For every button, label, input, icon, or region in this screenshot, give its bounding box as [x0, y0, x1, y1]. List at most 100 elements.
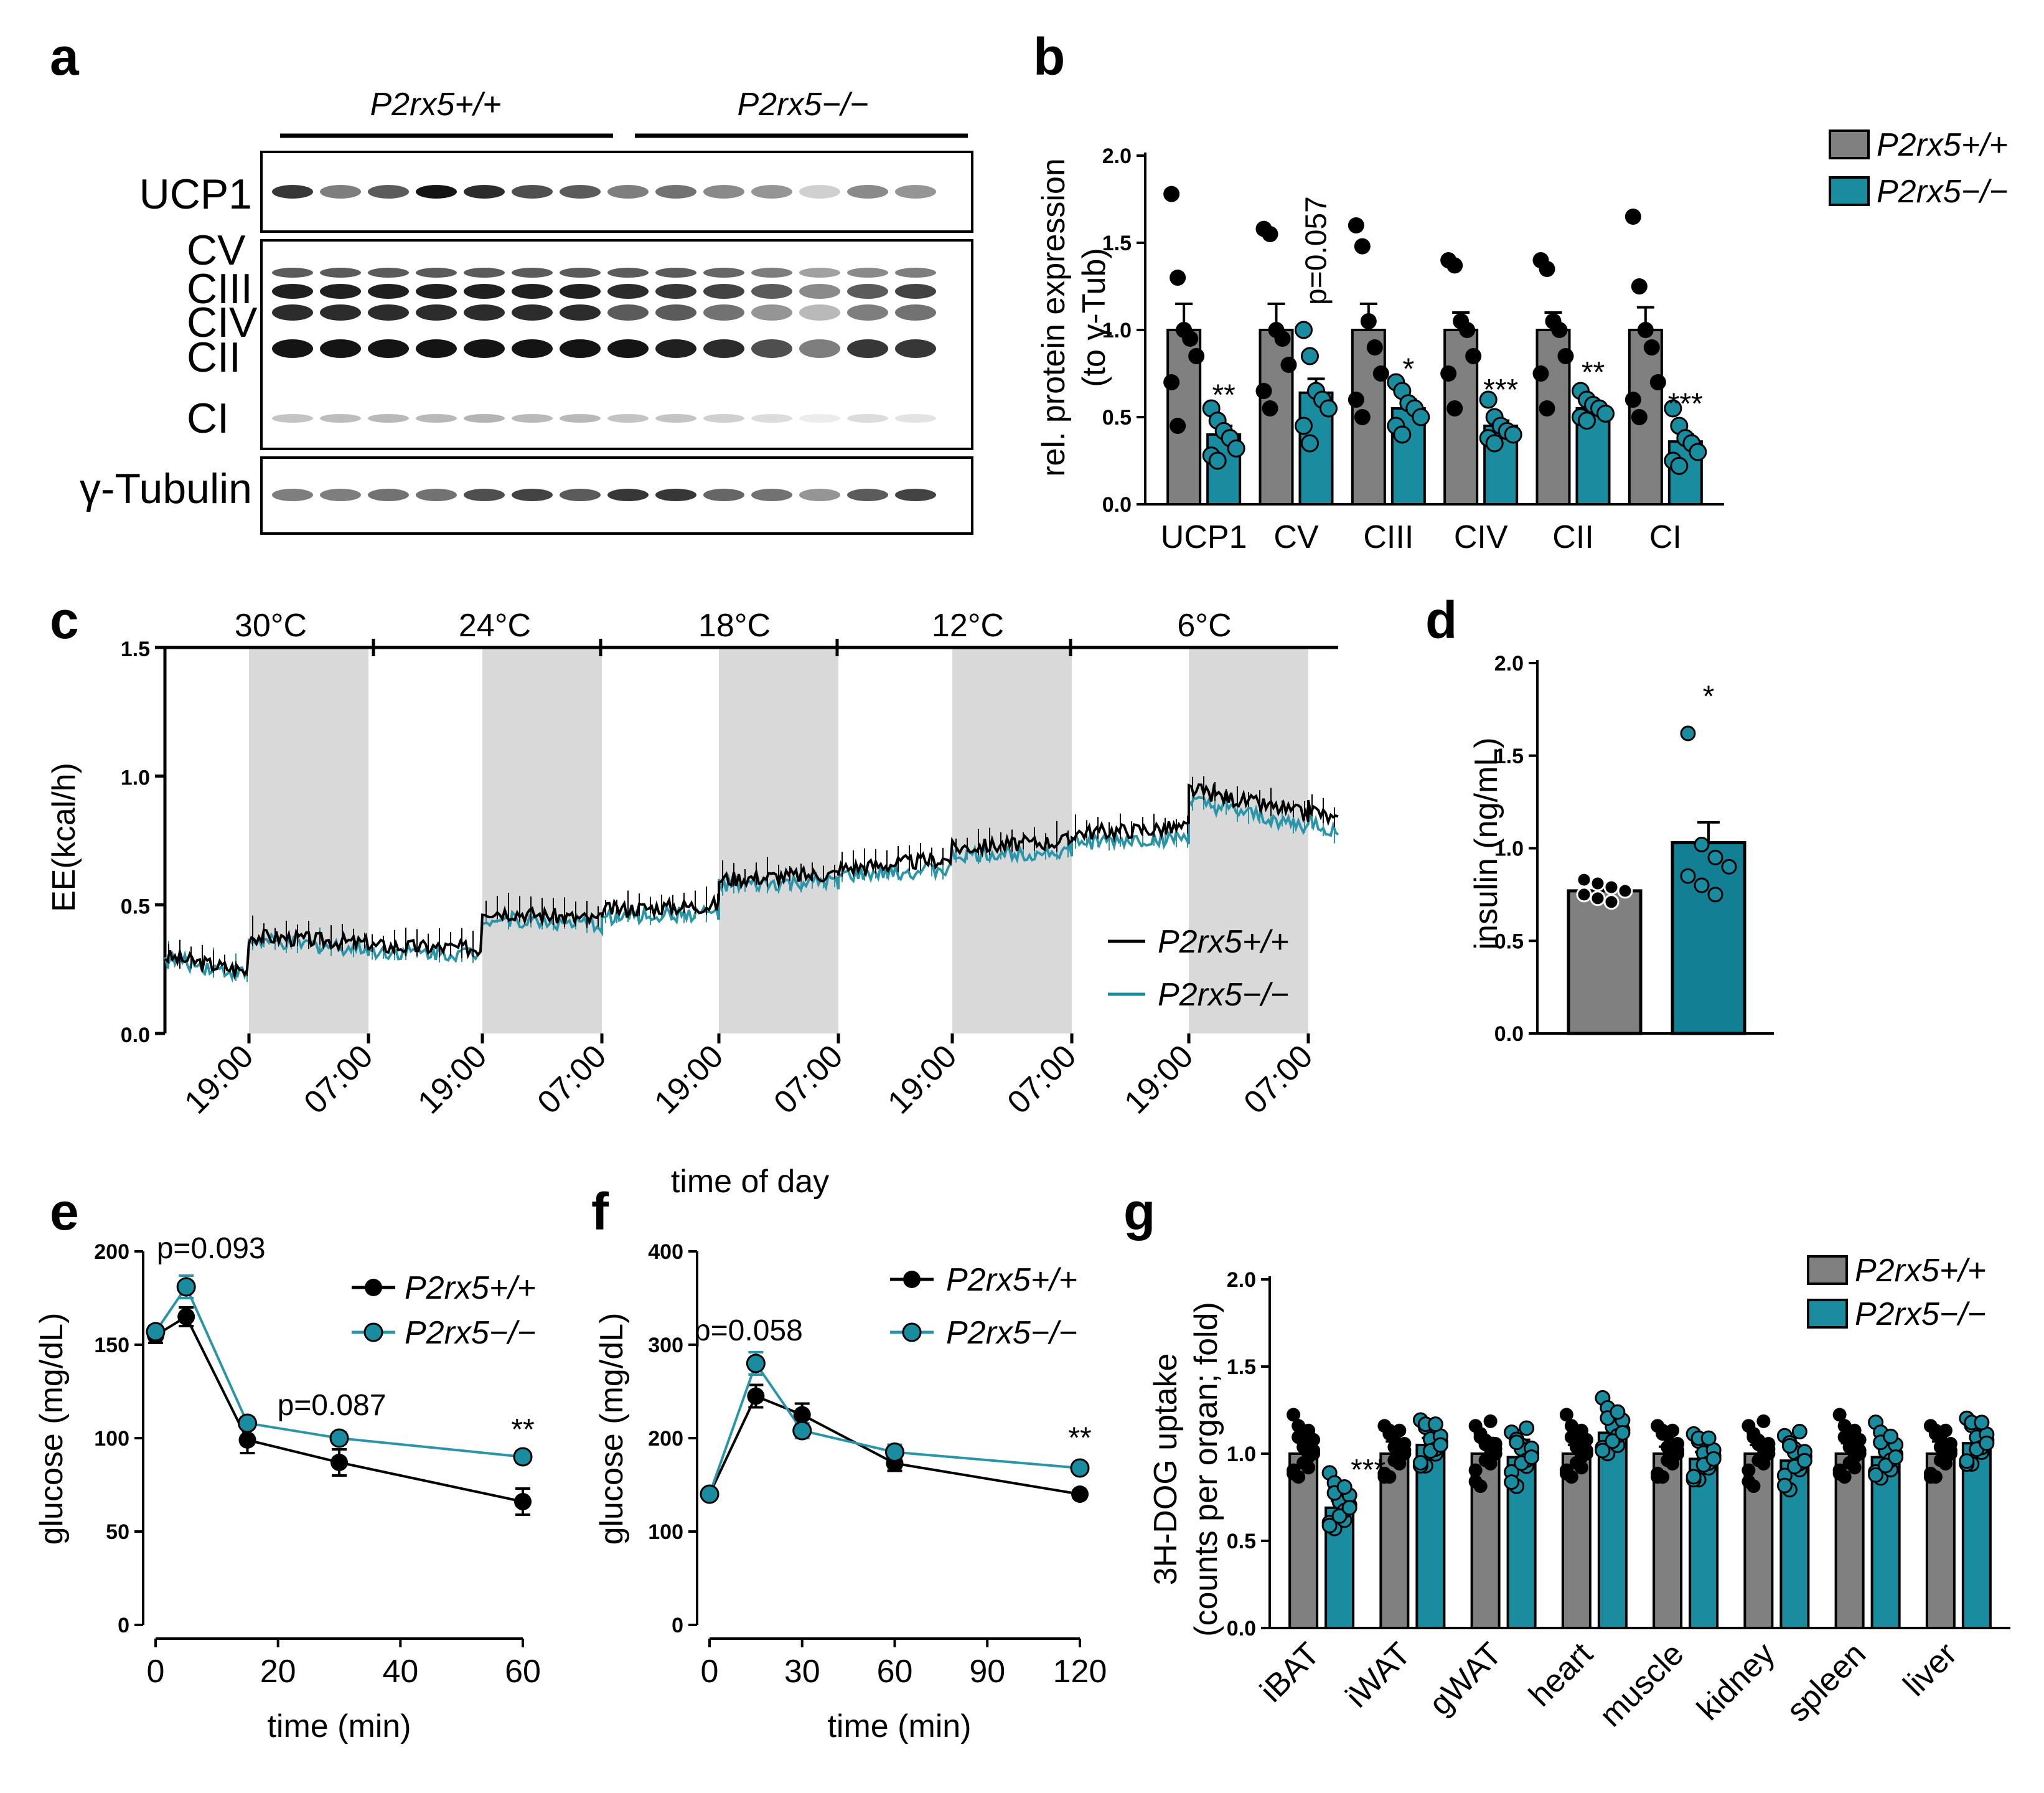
data-point [1888, 1449, 1904, 1466]
x-category-label: CIII [1363, 519, 1413, 555]
data-point [1776, 1477, 1793, 1494]
data-point [1468, 1474, 1483, 1489]
blot-band-ucp1 [655, 185, 696, 199]
data-point [1301, 347, 1319, 365]
g-legend-swatch-wt [1807, 1255, 1848, 1285]
blot-bands [272, 185, 936, 501]
data-point [1504, 1474, 1520, 1490]
data-point [1721, 859, 1737, 875]
data-point [1617, 883, 1633, 899]
x-tick-label: 19:00 [177, 1038, 260, 1121]
data-point [1509, 1434, 1525, 1451]
x-tick-label: 19:00 [1117, 1038, 1200, 1121]
b-annotation: *** [1483, 374, 1518, 407]
x-category-label: CII [1552, 519, 1593, 555]
y-tick-label: 300 [648, 1334, 683, 1357]
blot-band-civ [751, 304, 792, 321]
blot-band-ciii [464, 284, 505, 299]
data-point [1524, 1449, 1540, 1466]
data-point [1651, 1466, 1665, 1480]
blot-band-ciii [751, 284, 792, 299]
y-tick-label: 1.5 [1227, 1355, 1256, 1379]
data-point [1742, 1474, 1756, 1489]
data-point [1664, 399, 1682, 418]
panel-e-marks: 0 50 100 150 200 0 20 40 60 p=0.093 p=0.087 ** [94, 1232, 541, 1690]
data-point [1163, 374, 1180, 390]
blot-band-ciii [320, 284, 361, 299]
y-tick-label: 2.0 [1102, 144, 1132, 168]
x-category-label: CI [1649, 519, 1682, 555]
data-point [1707, 849, 1723, 865]
f-legend-ko: P2rx5−/− [946, 1315, 1077, 1351]
data-point [1465, 348, 1482, 364]
blot-band-civ [895, 304, 936, 321]
blot-band-cii [703, 339, 744, 358]
data-point [1479, 390, 1498, 409]
y-tick-label: 400 [648, 1240, 683, 1264]
data-point [1341, 1500, 1357, 1516]
blot-band-tubulin [272, 489, 313, 501]
data-point [1974, 1414, 1990, 1431]
blot-band-civ [464, 304, 505, 321]
x-tick-label: 07:00 [1237, 1038, 1320, 1121]
blot-band-civ [560, 304, 601, 321]
blot-band-ucp1 [416, 185, 457, 199]
data-point [1377, 1466, 1392, 1480]
data-point [1320, 399, 1338, 418]
data-point [1590, 875, 1606, 892]
temperature-label: 30°C [235, 608, 307, 644]
b-ylabel-2: (to γ-Tub) [1076, 248, 1112, 387]
y-tick-label: 0 [672, 1614, 683, 1637]
data-point [1559, 1466, 1573, 1480]
blot-band-tubulin [607, 489, 649, 501]
f-legend-marker-wt [903, 1271, 921, 1288]
blot-band-cv [416, 268, 457, 278]
blot-label-tubulin: γ-Tubulin [80, 465, 252, 512]
blot-band-cv [799, 268, 840, 278]
blot-label-cv: CV [187, 227, 246, 274]
data-point [1574, 1423, 1588, 1438]
blot-band-civ [847, 304, 888, 321]
g-ylabel-2: (counts per organ; fold) [1188, 1302, 1224, 1637]
f-annotation: ** [1068, 1422, 1091, 1455]
blot-band-ucp1 [607, 185, 649, 199]
data-point [1938, 1423, 1953, 1438]
data-point [329, 1428, 349, 1448]
blot-band-ciii [560, 284, 601, 299]
y-tick-label: 0 [118, 1614, 129, 1637]
blot-band-cv [512, 268, 553, 278]
data-point [177, 1308, 195, 1325]
data-point [1847, 1423, 1862, 1438]
data-point [1700, 1430, 1717, 1446]
data-point [1170, 270, 1186, 286]
blot-band-ci [320, 414, 361, 423]
data-point [1751, 1453, 1766, 1467]
y-tick-label: 2.0 [1227, 1268, 1256, 1292]
data-point [1301, 434, 1319, 453]
y-tick-label: 0.0 [1102, 493, 1132, 517]
blot-band-ucp1 [751, 185, 792, 199]
y-tick-label: 1.0 [1227, 1442, 1256, 1466]
data-point [1280, 357, 1297, 373]
e-xlabel: time (min) [267, 1708, 411, 1744]
x-category-label: heart [1522, 1635, 1600, 1713]
data-point [1631, 409, 1648, 425]
panel-c-letter: c [50, 591, 79, 649]
x-tick-label: 07:00 [297, 1038, 380, 1121]
data-point [1756, 1414, 1771, 1428]
data-point [1397, 1447, 1412, 1461]
x-tick-label: 30 [784, 1654, 820, 1690]
data-point [1680, 868, 1696, 884]
data-point [1666, 1423, 1680, 1438]
data-point [1878, 1457, 1894, 1474]
data-point [331, 1454, 348, 1471]
x-category-label: CV [1273, 519, 1319, 555]
temperature-label: 12°C [932, 608, 1004, 644]
data-point [1427, 1416, 1443, 1433]
blot-band-cv [751, 268, 792, 278]
data-point [1656, 1423, 1670, 1438]
f-annotation: p=0.058 [694, 1314, 803, 1347]
blot-band-ciii [799, 284, 840, 299]
panel-c: c 30°C 24°C 18°C 12°C 6°C 0.0 0.5 1.0 1.5 19:00 07… [46, 591, 1339, 1200]
data-point [238, 1431, 256, 1449]
